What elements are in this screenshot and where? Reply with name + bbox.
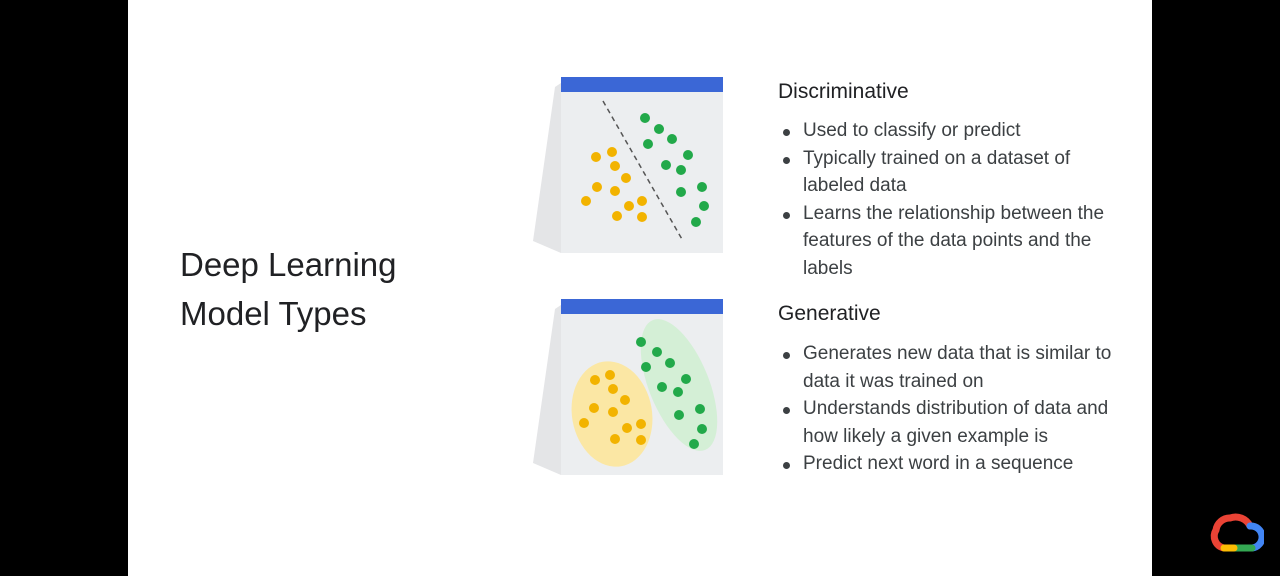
discriminative-bullet: Learns the relationship between the feat… (778, 200, 1118, 283)
generative-bullet: Predict next word in a sequence (778, 450, 1118, 478)
discriminative-bullets: Used to classify or predict Typically tr… (778, 117, 1118, 282)
slide: Deep Learning Model Types Discriminative (128, 0, 1152, 576)
title-line-2: Model Types (180, 295, 367, 332)
generative-bullet: Understands distribution of data and how… (778, 395, 1118, 450)
generative-bullets: Generates new data that is similar to da… (778, 340, 1118, 478)
discriminative-diagram (533, 77, 723, 253)
google-cloud-logo-icon (1206, 508, 1266, 556)
generative-heading: Generative (778, 302, 881, 325)
generative-diagram (533, 299, 723, 475)
generative-illustration (533, 299, 723, 475)
discriminative-illustration (533, 77, 723, 253)
discriminative-heading: Discriminative (778, 80, 909, 103)
discriminative-bullet: Used to classify or predict (778, 117, 1118, 145)
generative-bullet: Generates new data that is similar to da… (778, 340, 1118, 395)
discriminative-bullet: Typically trained on a dataset of labele… (778, 145, 1118, 200)
slide-title: Deep Learning Model Types (180, 240, 397, 338)
title-line-1: Deep Learning (180, 246, 397, 283)
